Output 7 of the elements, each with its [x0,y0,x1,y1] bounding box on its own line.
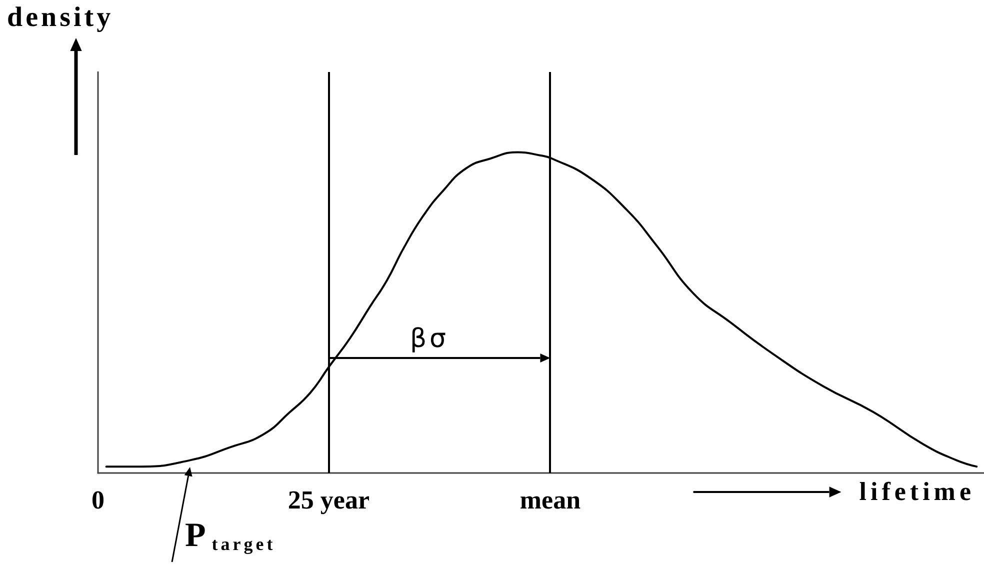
x-tick-label: 0 [92,486,104,514]
x-axis-title: lifetime [859,477,975,506]
text: P$_{target}$ [185,517,276,554]
x-tick-label: 25 year [288,486,370,514]
x-tick-label: mean [520,486,582,514]
y-axis-title: density [7,2,114,33]
annotation: βσ [410,324,450,354]
